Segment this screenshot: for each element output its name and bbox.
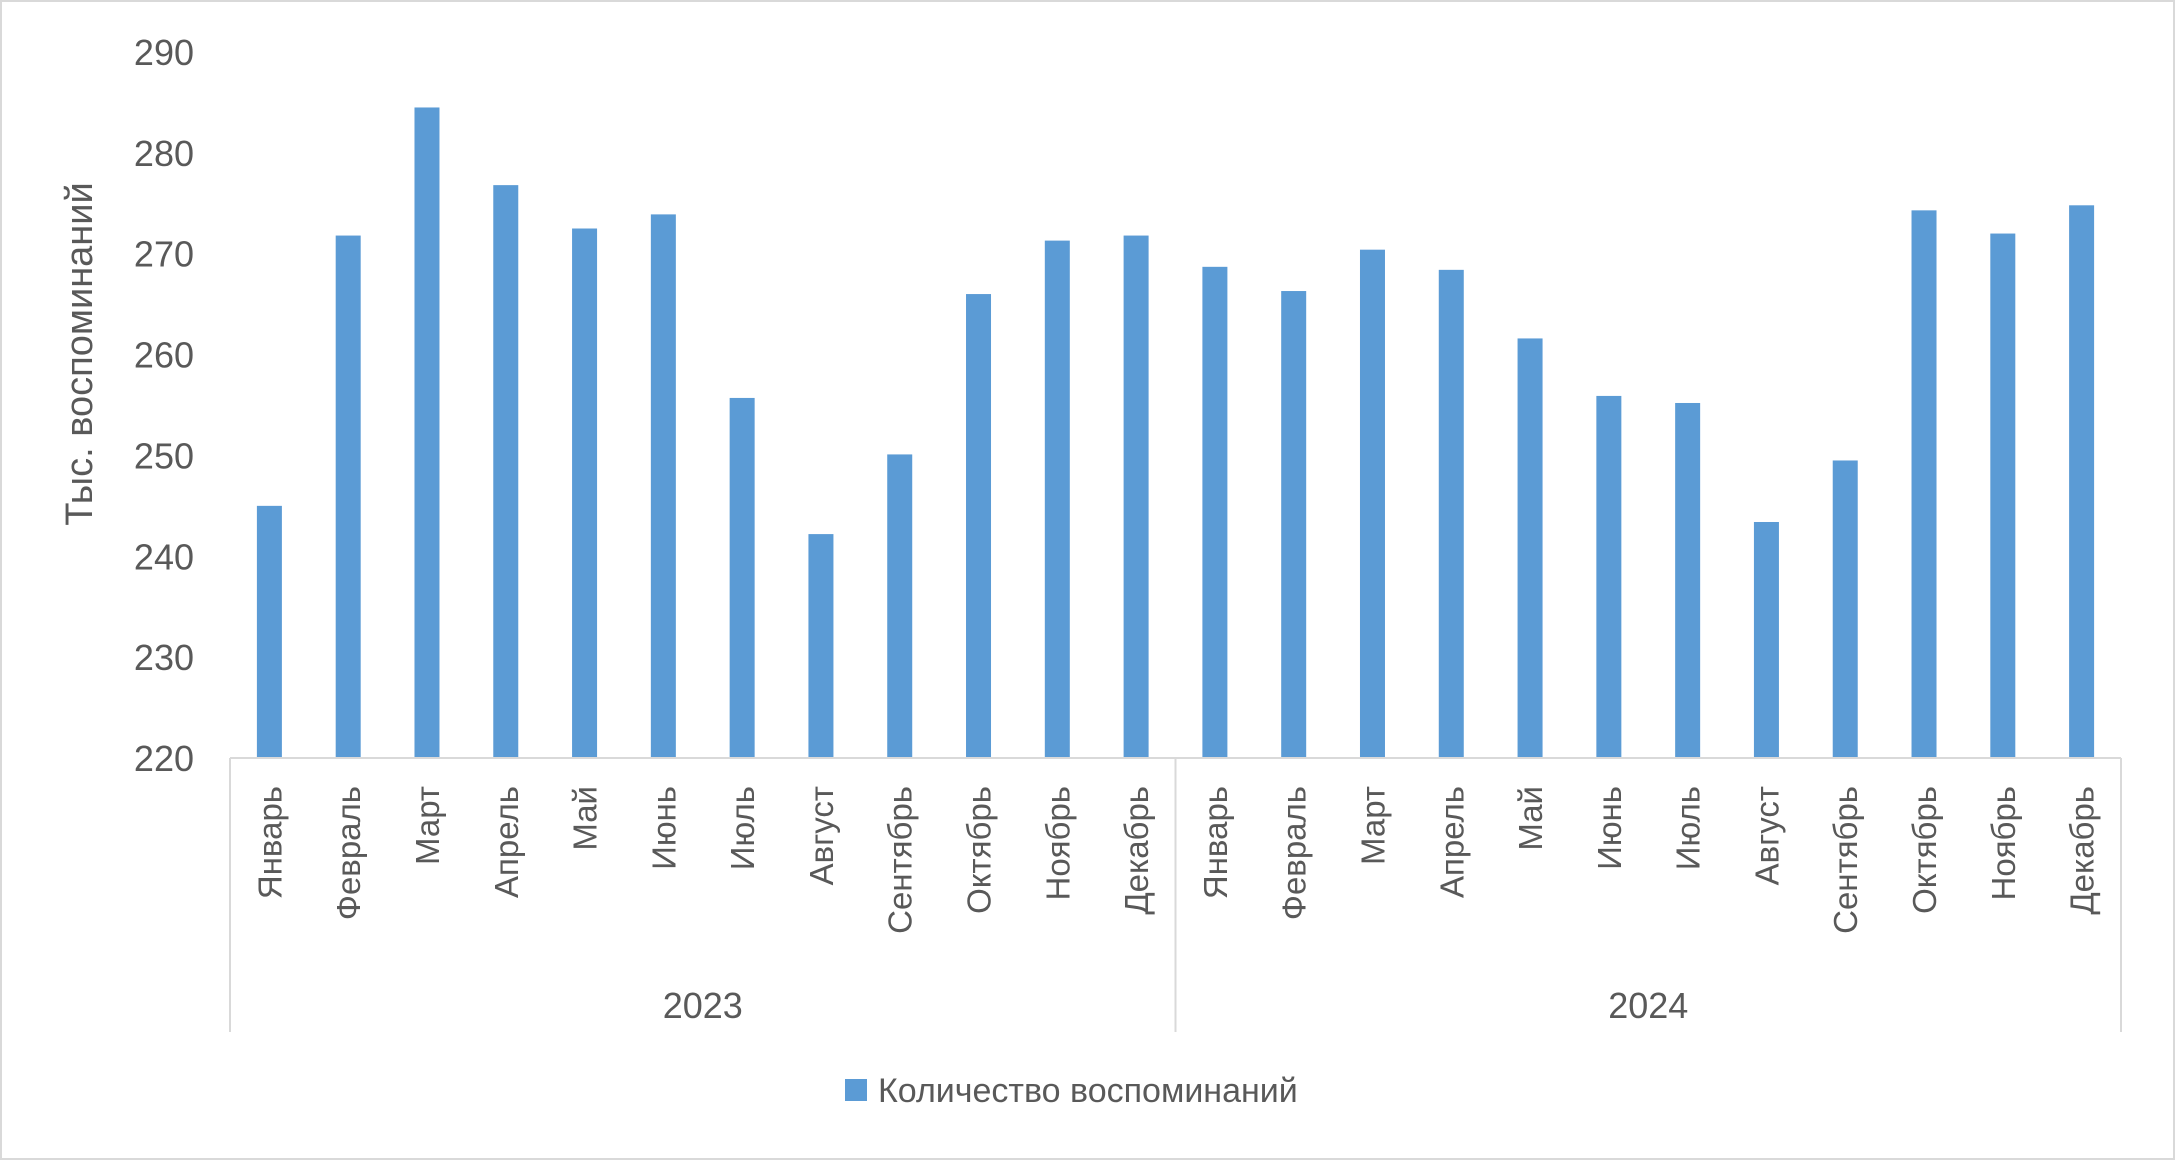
x-tick-label: Май bbox=[1512, 786, 1549, 851]
y-axis-ticks: 220 230 240 250 260 270 280 290 bbox=[134, 32, 194, 779]
bar bbox=[1281, 291, 1307, 758]
x-tick-label: Август bbox=[803, 786, 840, 885]
y-axis-title-group: Тыс. воспоминаний bbox=[59, 182, 101, 525]
x-tick-label: Февраль bbox=[1276, 786, 1313, 920]
bar bbox=[414, 107, 440, 758]
x-axis bbox=[229, 757, 2122, 1032]
y-tick-label: 220 bbox=[134, 738, 194, 779]
bar bbox=[1911, 210, 1937, 759]
x-tick-label: Ноябрь bbox=[1985, 786, 2022, 901]
y-tick-label: 250 bbox=[134, 435, 194, 476]
legend-label: Количество воспоминаний bbox=[878, 1072, 1298, 1110]
y-axis-title: Тыс. воспоминаний bbox=[59, 182, 101, 525]
x-tick-label: Июнь bbox=[645, 786, 682, 870]
bar bbox=[256, 505, 282, 758]
bar bbox=[808, 534, 834, 758]
bar bbox=[1675, 402, 1701, 758]
x-tick-label: Октябрь bbox=[1906, 786, 1943, 914]
bar bbox=[1438, 269, 1464, 758]
bars bbox=[256, 107, 2095, 759]
y-tick-label: 270 bbox=[134, 234, 194, 275]
x-tick-label: Июль bbox=[724, 786, 761, 870]
y-tick-label: 260 bbox=[134, 335, 194, 376]
x-tick-label: Апрель bbox=[488, 786, 525, 898]
bar bbox=[1753, 521, 1779, 758]
y-tick-label: 240 bbox=[134, 536, 194, 577]
bar bbox=[1123, 235, 1149, 758]
x-tick-label: Ноябрь bbox=[1039, 786, 1076, 901]
bar bbox=[729, 397, 755, 758]
bar bbox=[1990, 233, 2016, 759]
category-labels: Январь Февраль Март Апрель Май Июнь Июль Август… bbox=[251, 786, 2100, 934]
bar bbox=[335, 235, 361, 758]
y-tick-label: 290 bbox=[134, 32, 194, 73]
x-tick-label: Март bbox=[1354, 786, 1391, 865]
x-tick-label: Апрель bbox=[1433, 786, 1470, 898]
bar bbox=[1202, 266, 1228, 758]
bar bbox=[572, 228, 598, 758]
bar bbox=[1359, 249, 1385, 758]
bar bbox=[1044, 240, 1070, 759]
x-tick-label: Февраль bbox=[330, 786, 367, 920]
bar bbox=[966, 294, 992, 758]
x-tick-label: Июнь bbox=[1591, 786, 1628, 870]
x-tick-label: Август bbox=[1748, 786, 1785, 885]
x-tick-label: Март bbox=[409, 786, 446, 865]
group-label: 2024 bbox=[1608, 985, 1688, 1026]
x-tick-label: Сентябрь bbox=[882, 786, 919, 934]
group-label: 2023 bbox=[663, 985, 743, 1026]
x-tick-label: Сентябрь bbox=[1827, 786, 1864, 934]
x-tick-label: Январь bbox=[1197, 786, 1234, 899]
x-tick-label: Январь bbox=[251, 786, 288, 899]
x-tick-label: Июль bbox=[1670, 786, 1707, 870]
bar bbox=[887, 454, 913, 758]
legend: Количество воспоминаний bbox=[845, 1072, 1298, 1110]
x-tick-label: Декабрь bbox=[2064, 786, 2101, 915]
y-tick-label: 230 bbox=[134, 637, 194, 678]
y-tick-label: 280 bbox=[134, 133, 194, 174]
bar bbox=[2069, 205, 2095, 758]
bar bbox=[1517, 338, 1543, 758]
x-tick-label: Декабрь bbox=[1118, 786, 1155, 915]
x-tick-label: Май bbox=[567, 786, 604, 851]
bar bbox=[1596, 395, 1622, 758]
x-tick-label: Октябрь bbox=[961, 786, 998, 914]
year-labels: 2023 2024 bbox=[663, 985, 1689, 1026]
bar bbox=[1832, 460, 1858, 758]
bar bbox=[493, 185, 519, 759]
bar bbox=[650, 214, 676, 758]
legend-swatch bbox=[845, 1079, 867, 1101]
